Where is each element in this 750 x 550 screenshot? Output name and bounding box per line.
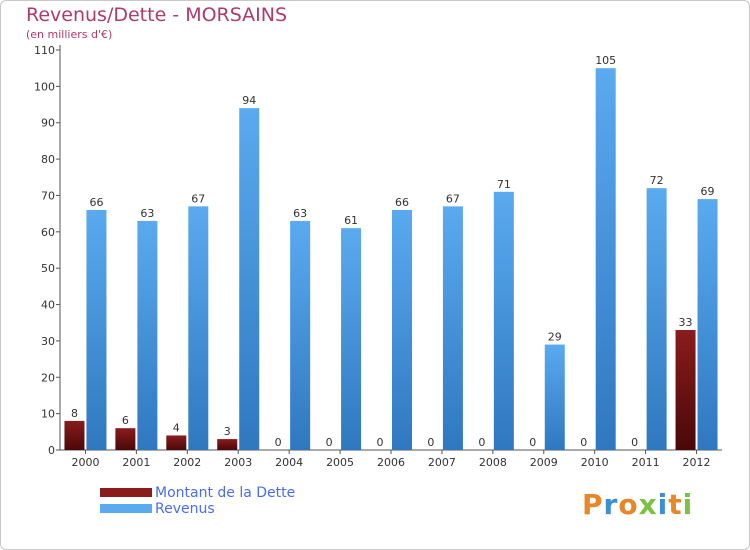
- bar-revenus-2001: [137, 220, 158, 450]
- value-label-dette-2000: 8: [71, 407, 78, 420]
- bar-dette-2012: [675, 330, 696, 450]
- y-tick-label: 40: [41, 299, 55, 312]
- value-label-revenus-2002: 67: [191, 192, 205, 205]
- x-tick-label: 2001: [122, 456, 150, 469]
- value-label-revenus-2010: 105: [595, 54, 616, 67]
- bar-dette-2003: [217, 439, 238, 450]
- value-label-revenus-2011: 72: [650, 174, 664, 187]
- value-label-dette-2008: 0: [478, 436, 485, 449]
- bar-revenus-2004: [290, 220, 311, 450]
- value-label-dette-2004: 0: [275, 436, 282, 449]
- x-tick-label: 2003: [224, 456, 252, 469]
- legend-swatch-revenus: [100, 504, 152, 513]
- bar-revenus-2002: [188, 206, 209, 450]
- logo-letter: i: [657, 488, 669, 521]
- bar-revenus-2010: [595, 68, 616, 450]
- x-tick-label: 2005: [326, 456, 354, 469]
- y-tick-label: 60: [41, 226, 55, 239]
- legend-label-dette: Montant de la Dette: [155, 485, 296, 501]
- x-tick-label: 2004: [275, 456, 303, 469]
- bar-dette-2000: [64, 420, 85, 450]
- x-tick-label: 2006: [377, 456, 405, 469]
- bar-revenus-2007: [442, 206, 463, 450]
- value-label-dette-2002: 4: [173, 421, 180, 434]
- x-tick-label: 2000: [71, 456, 99, 469]
- value-label-revenus-2003: 94: [242, 94, 256, 107]
- bar-revenus-2005: [341, 228, 362, 450]
- value-label-dette-2012: 33: [679, 316, 693, 329]
- value-label-dette-2001: 6: [122, 414, 129, 427]
- y-tick-label: 110: [34, 44, 55, 57]
- y-tick-label: 50: [41, 262, 55, 275]
- bar-dette-2001: [115, 428, 136, 450]
- value-label-revenus-2001: 63: [140, 207, 154, 220]
- x-tick-label: 2010: [581, 456, 609, 469]
- logo-letter: r: [603, 488, 619, 521]
- value-label-revenus-2008: 71: [497, 178, 511, 191]
- bar-revenus-2000: [86, 210, 107, 450]
- value-label-revenus-2000: 66: [89, 196, 103, 209]
- logo-letter: t: [668, 488, 683, 521]
- value-label-revenus-2005: 61: [344, 214, 358, 227]
- bar-revenus-2006: [392, 210, 412, 450]
- bar-revenus-2011: [646, 188, 667, 450]
- bar-revenus-2003: [239, 108, 260, 450]
- bar-revenus-2012: [697, 199, 718, 450]
- value-label-revenus-2007: 67: [446, 192, 460, 205]
- x-tick-label: 2011: [632, 456, 660, 469]
- value-label-revenus-2004: 63: [293, 207, 307, 220]
- chart-title: Revenus/Dette - MORSAINS: [26, 4, 288, 26]
- value-label-revenus-2006: 66: [395, 196, 409, 209]
- value-label-dette-2005: 0: [326, 436, 333, 449]
- y-tick-label: 90: [41, 117, 55, 130]
- bar-revenus-2008: [493, 191, 514, 450]
- x-tick-label: 2002: [173, 456, 201, 469]
- value-label-revenus-2009: 29: [548, 331, 562, 344]
- value-label-dette-2006: 0: [377, 436, 384, 449]
- proxiti-logo: Proxiti: [582, 488, 693, 521]
- x-tick-label: 2007: [428, 456, 456, 469]
- y-tick-label: 30: [41, 335, 55, 348]
- value-label-dette-2011: 0: [631, 436, 638, 449]
- y-tick-label: 100: [34, 80, 55, 93]
- bar-revenus-2009: [544, 344, 565, 450]
- y-tick-label: 70: [41, 189, 55, 202]
- logo-letter: x: [638, 488, 658, 521]
- x-tick-label: 2008: [479, 456, 507, 469]
- logo-letter: i: [682, 488, 694, 521]
- value-label-revenus-2012: 69: [701, 185, 715, 198]
- legend-label-revenus: Revenus: [155, 501, 215, 517]
- chart-subtitle: (en milliers d'€): [26, 28, 113, 41]
- y-tick-label: 0: [48, 444, 55, 457]
- legend-swatch-dette: [100, 488, 152, 497]
- value-label-dette-2003: 3: [224, 425, 231, 438]
- logo-letter: o: [618, 488, 639, 521]
- logo-letter: P: [582, 488, 604, 521]
- x-tick-label: 2009: [530, 456, 558, 469]
- x-tick-label: 2012: [683, 456, 711, 469]
- value-label-dette-2009: 0: [529, 436, 536, 449]
- y-tick-label: 20: [41, 371, 55, 384]
- value-label-dette-2010: 0: [580, 436, 587, 449]
- y-tick-label: 10: [41, 408, 55, 421]
- value-label-dette-2007: 0: [427, 436, 434, 449]
- bar-dette-2002: [166, 435, 187, 450]
- y-tick-label: 80: [41, 153, 55, 166]
